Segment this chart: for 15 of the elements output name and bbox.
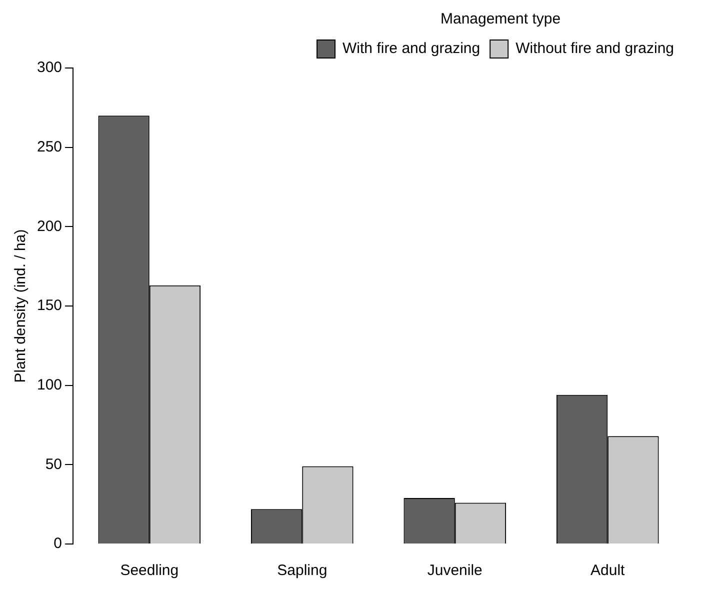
y-tick-label: 150 [36,297,62,314]
x-tick-label: Juvenile [427,562,482,580]
y-tick-label: 50 [45,456,62,473]
y-tick-label: 100 [36,376,62,394]
legend-label: With fire and grazing [342,40,480,58]
y-tick-label: 0 [54,535,62,552]
y-tick-label: 200 [36,218,62,235]
y-axis-title: Plant density (ind. / ha) [12,229,30,383]
y-tick-label: 300 [36,59,62,76]
legend-title: Management type [440,10,561,28]
x-tick-label: Adult [590,562,626,580]
x-tick-label: Sapling [277,562,328,580]
y-tick-label: 250 [36,138,62,156]
x-tick-label: Seedling [120,562,179,580]
legend-label: Without fire and grazing [516,40,674,58]
